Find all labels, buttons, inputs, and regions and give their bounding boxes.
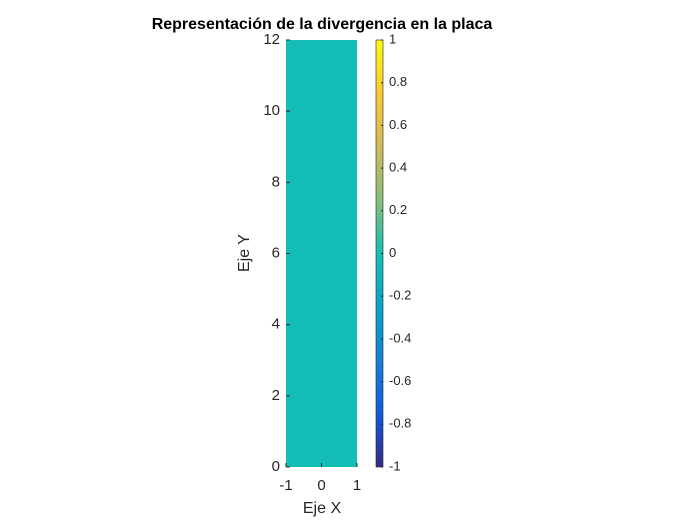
y-tick-label: 8 [272, 173, 280, 190]
colorbar-tick-label: -0.4 [389, 330, 411, 345]
colorbar-tick-label: -0.8 [389, 416, 411, 431]
x-tick-label: 1 [353, 477, 361, 494]
y-tick-label: 6 [272, 244, 280, 261]
x-tick-label: 0 [317, 477, 325, 494]
colorbar-tick-label: 0.8 [389, 74, 407, 89]
colorbar-tick-label: 0.6 [389, 117, 407, 132]
colorbar-tick-label: 0 [389, 245, 396, 260]
x-axis-label: Eje X [303, 500, 342, 517]
y-tick-label: 4 [272, 316, 280, 333]
y-axis-label: Eje Y [236, 234, 253, 272]
y-tick-label: 12 [263, 31, 280, 48]
colorbar-tick-label: -1 [389, 458, 401, 473]
colorbar-tick-label: 0.4 [389, 160, 407, 175]
heatmap-cell [286, 40, 357, 467]
y-tick-label: 2 [272, 387, 280, 404]
colorbar-tick-label: -0.2 [389, 288, 411, 303]
colorbar-tick-label: -0.6 [389, 373, 411, 388]
x-tick-label: -1 [279, 477, 292, 494]
colorbar-tick-label: 1 [389, 31, 396, 46]
colorbar-tick-label: 0.2 [389, 202, 407, 217]
y-tick-label: 10 [263, 102, 280, 119]
chart-title: Representación de la divergencia en la p… [152, 16, 493, 33]
y-tick-label: 0 [272, 458, 280, 475]
